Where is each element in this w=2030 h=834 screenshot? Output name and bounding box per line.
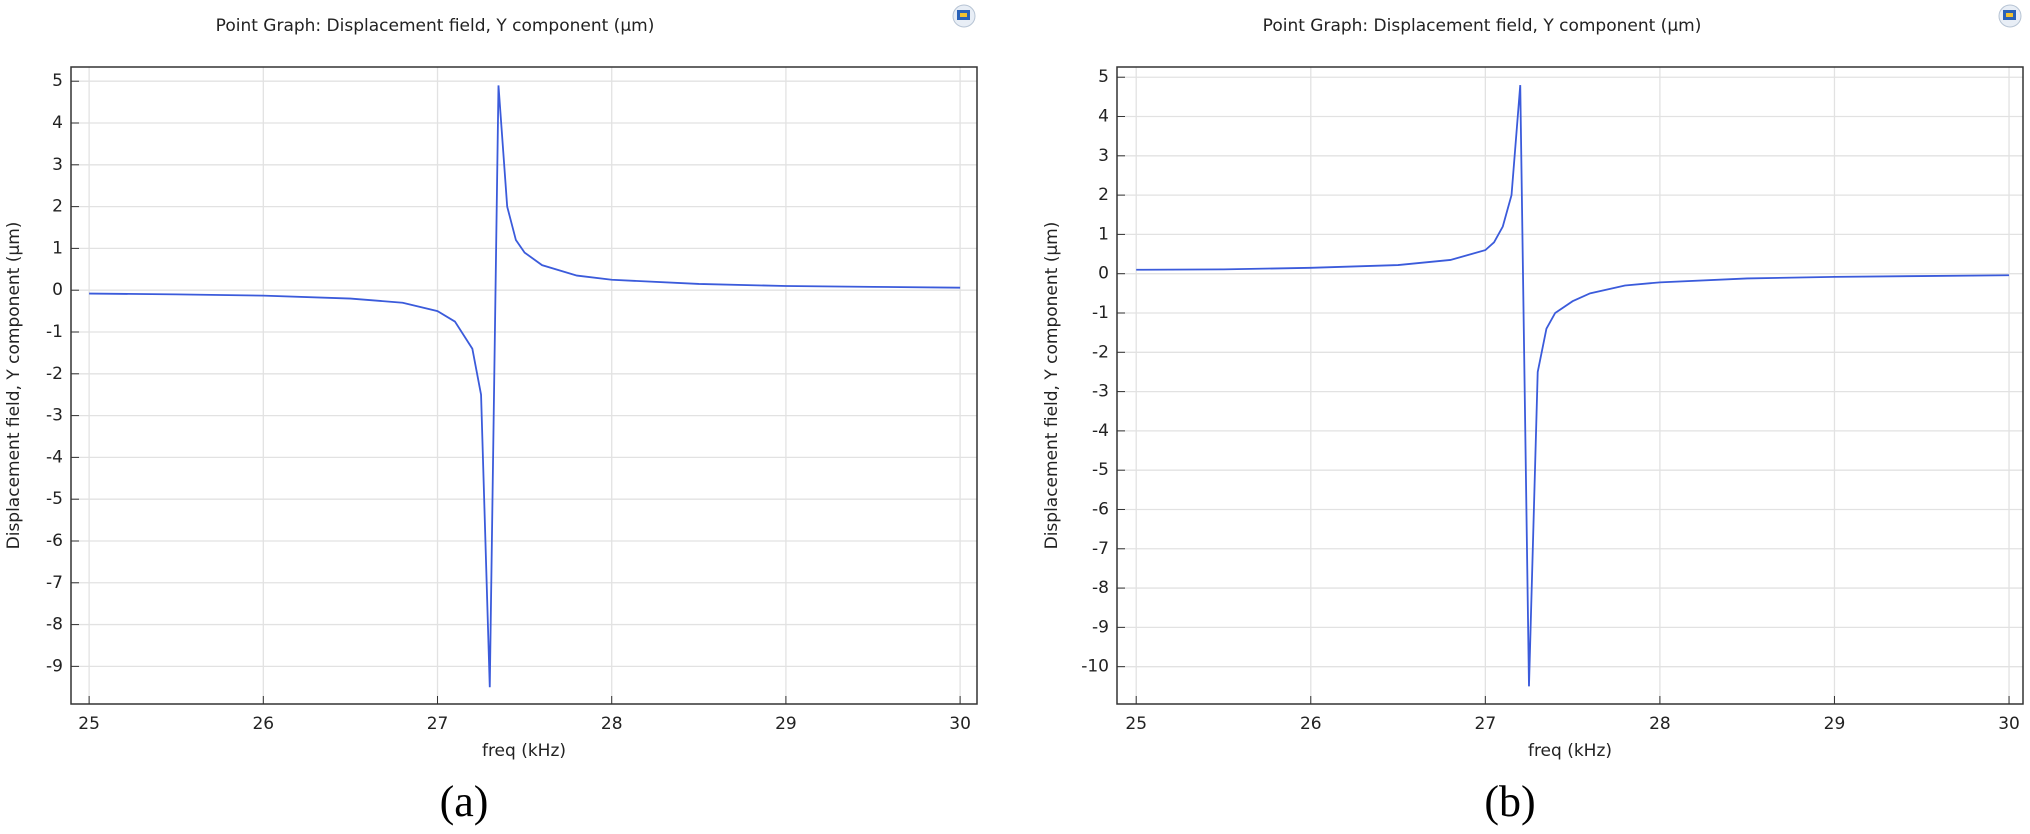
x-tick-label: 26: [252, 714, 274, 734]
y-tick-label: -2: [46, 364, 63, 384]
y-tick-label: -2: [1092, 342, 1109, 362]
y-tick-label: -5: [46, 489, 63, 509]
caption: (b): [1484, 777, 1535, 826]
y-tick-label: -6: [1092, 499, 1109, 519]
y-tick-label: -9: [1092, 617, 1109, 637]
data-line: [1136, 85, 2010, 687]
x-tick-label: 25: [78, 714, 100, 734]
chart-title: Point Graph: Displacement field, Y compo…: [216, 16, 655, 36]
y-tick-label: -8: [46, 615, 63, 635]
plot-frame: [1116, 66, 2024, 705]
y-tick-label: -1: [46, 322, 63, 342]
icon: [952, 4, 976, 28]
x-axis-label: freq (kHz): [482, 741, 566, 761]
x-tick-label: 30: [949, 714, 971, 734]
y-tick-label: -5: [1092, 460, 1109, 480]
x-tick-label: 26: [1300, 714, 1322, 734]
y-axis-label: Displacement field, Y component (µm): [1042, 222, 1062, 550]
y-tick-label: -9: [46, 656, 63, 676]
caption: (a): [440, 777, 489, 826]
y-tick-label: -7: [46, 573, 63, 593]
y-tick-label: 4: [52, 113, 63, 133]
y-tick-label: 0: [52, 280, 63, 300]
y-tick-label: -3: [46, 406, 63, 426]
plot-frame: [70, 66, 978, 705]
y-tick-label: 5: [1098, 67, 1109, 87]
y-tick-label: -3: [1092, 382, 1109, 402]
chart-title: Point Graph: Displacement field, Y compo…: [1263, 16, 1702, 36]
x-tick-label: 28: [601, 714, 623, 734]
y-tick-label: 0: [1098, 264, 1109, 284]
x-tick-label: 27: [1475, 714, 1497, 734]
data-line: [89, 85, 961, 688]
x-tick-label: 29: [775, 714, 797, 734]
y-tick-label: -10: [1081, 657, 1109, 677]
y-tick-label: 3: [1098, 146, 1109, 166]
y-tick-label: -1: [1092, 303, 1109, 323]
y-tick-label: 2: [1098, 185, 1109, 205]
y-tick-label: -8: [1092, 578, 1109, 598]
y-tick-label: -4: [1092, 421, 1109, 441]
y-tick-label: 1: [1098, 224, 1109, 244]
y-tick-label: -4: [46, 447, 63, 467]
x-tick-label: 27: [427, 714, 449, 734]
icon: [1998, 4, 2022, 28]
x-tick-label: 25: [1125, 714, 1147, 734]
y-tick-label: 4: [1098, 107, 1109, 127]
x-tick-label: 29: [1824, 714, 1846, 734]
y-tick-label: -6: [46, 531, 63, 551]
x-tick-label: 30: [1998, 714, 2020, 734]
x-tick-label: 28: [1649, 714, 1671, 734]
x-axis-label: freq (kHz): [1528, 741, 1612, 761]
y-tick-label: 3: [52, 155, 63, 175]
y-axis-label: Displacement field, Y component (µm): [4, 222, 24, 550]
y-tick-label: 5: [52, 71, 63, 91]
y-tick-label: 1: [52, 238, 63, 258]
y-tick-label: -7: [1092, 539, 1109, 559]
y-tick-label: 2: [52, 197, 63, 217]
